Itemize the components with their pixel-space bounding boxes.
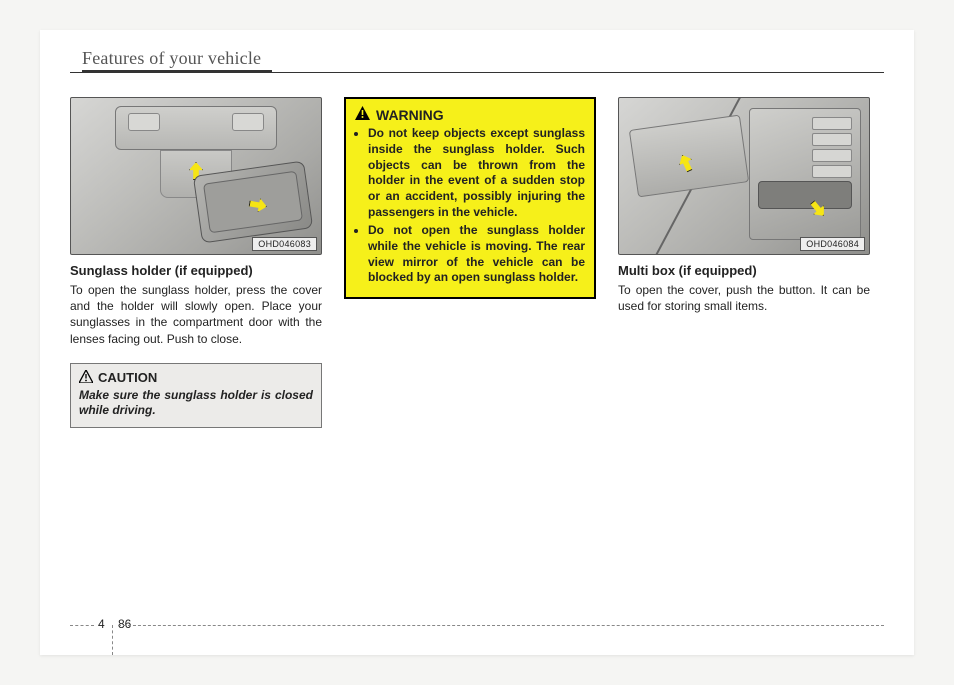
center-console-graphic — [749, 108, 861, 240]
warning-box: WARNING Do not keep objects except sun­g… — [344, 97, 596, 299]
warning-triangle-icon — [355, 106, 370, 123]
warning-header: WARNING — [355, 106, 585, 123]
page-footer: 4 86 — [40, 617, 914, 637]
warning-triangle-icon — [79, 370, 93, 386]
column-1: OHD046083 Sunglass holder (if equipped) … — [70, 97, 322, 428]
caution-box: CAUTION Make sure the sunglass holder is… — [70, 363, 322, 428]
warning-list: Do not keep objects except sun­glass ins… — [355, 126, 585, 286]
section-heading-sunglass: Sunglass holder (if equipped) — [70, 263, 322, 278]
page-title: Features of your vehicle — [82, 48, 271, 69]
figure-multi-box: OHD046084 — [618, 97, 870, 255]
warning-title: WARNING — [376, 107, 444, 123]
caution-body: Make sure the sunglass holder is closed … — [79, 388, 313, 419]
warning-item: Do not open the sunglass holder while th… — [368, 223, 585, 286]
caution-title: CAUTION — [98, 370, 157, 385]
body-text-sunglass: To open the sunglass holder, press the c… — [70, 282, 322, 347]
console-button-graphic — [128, 113, 160, 131]
body-text-multibox: To open the cover, push the button. It c… — [618, 282, 870, 314]
caution-header: CAUTION — [79, 370, 313, 386]
console-button-graphic — [232, 113, 264, 131]
overhead-console-graphic — [115, 106, 277, 150]
title-underline — [82, 70, 272, 73]
manual-page: Features of your vehicle OHD046083 Sungl… — [40, 30, 914, 655]
page-header: Features of your vehicle — [70, 50, 884, 73]
storage-slot-graphic — [758, 181, 852, 209]
figure-code-label: OHD046083 — [252, 237, 317, 251]
footer-dash-vertical — [112, 625, 113, 655]
section-number: 4 — [98, 617, 105, 631]
page-number: 86 — [118, 617, 131, 631]
column-2: WARNING Do not keep objects except sun­g… — [344, 97, 596, 428]
multibox-open-graphic — [629, 115, 749, 198]
column-3: OHD046084 Multi box (if equipped) To ope… — [618, 97, 870, 428]
content-columns: OHD046083 Sunglass holder (if equipped) … — [70, 97, 884, 428]
footer-dash-left — [70, 625, 94, 626]
figure-sunglass-holder: OHD046083 — [70, 97, 322, 255]
warning-item: Do not keep objects except sun­glass ins… — [368, 126, 585, 221]
console-buttons-graphic — [812, 117, 852, 181]
figure-code-label: OHD046084 — [800, 237, 865, 251]
footer-dash-right — [118, 625, 884, 626]
section-heading-multibox: Multi box (if equipped) — [618, 263, 870, 278]
